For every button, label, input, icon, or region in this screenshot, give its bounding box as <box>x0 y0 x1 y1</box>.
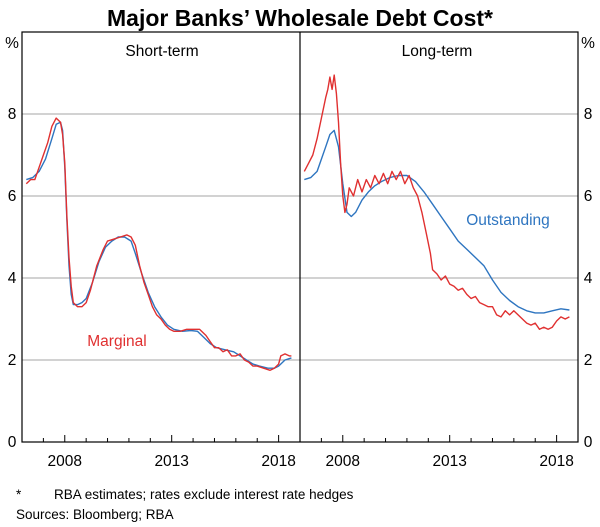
x-tick-label-0-2018: 2018 <box>261 453 295 470</box>
annotation-outstanding: Outstanding <box>466 212 550 229</box>
panel-title-short-term: Short-term <box>125 43 198 60</box>
x-tick-label-1-2008: 2008 <box>326 453 360 470</box>
footnote-text: RBA estimates; rates exclude interest ra… <box>54 487 354 502</box>
footnote-marker: * <box>16 487 22 502</box>
series-outstanding-long-term <box>304 129 570 314</box>
series-outstanding-short-term <box>26 121 292 369</box>
sources-note: Sources: Bloomberg; RBA <box>16 507 174 522</box>
y-tick-left-8: 8 <box>8 106 17 123</box>
y-tick-left-2: 2 <box>8 352 17 369</box>
y-tick-right-6: 6 <box>584 188 593 205</box>
annotation-marginal: Marginal <box>87 333 146 350</box>
x-tick-label-0-2008: 2008 <box>48 453 82 470</box>
y-tick-right-8: 8 <box>584 106 593 123</box>
x-tick-label-0-2013: 2013 <box>154 453 188 470</box>
x-tick-label-1-2013: 2013 <box>432 453 466 470</box>
series-marginal-short-term <box>25 117 292 371</box>
x-tick-label-1-2018: 2018 <box>539 453 573 470</box>
y-tick-right-0: 0 <box>584 434 593 451</box>
series-marginal-long-term <box>303 74 570 330</box>
y-unit-right: % <box>581 35 595 52</box>
y-tick-right-2: 2 <box>584 352 593 369</box>
y-unit-left: % <box>5 35 19 52</box>
y-tick-left-0: 0 <box>8 434 17 451</box>
chart-title: Major Banks’ Wholesale Debt Cost* <box>107 5 493 31</box>
y-tick-right-4: 4 <box>584 270 593 287</box>
series-layer <box>25 74 570 371</box>
axis-ticks: 0 0 2 2 4 4 6 6 8 8 2008 2013 2018 2008 2013 2018 <box>8 106 593 470</box>
y-tick-left-4: 4 <box>8 270 17 287</box>
y-tick-left-6: 6 <box>8 188 17 205</box>
panel-title-long-term: Long-term <box>402 43 473 60</box>
